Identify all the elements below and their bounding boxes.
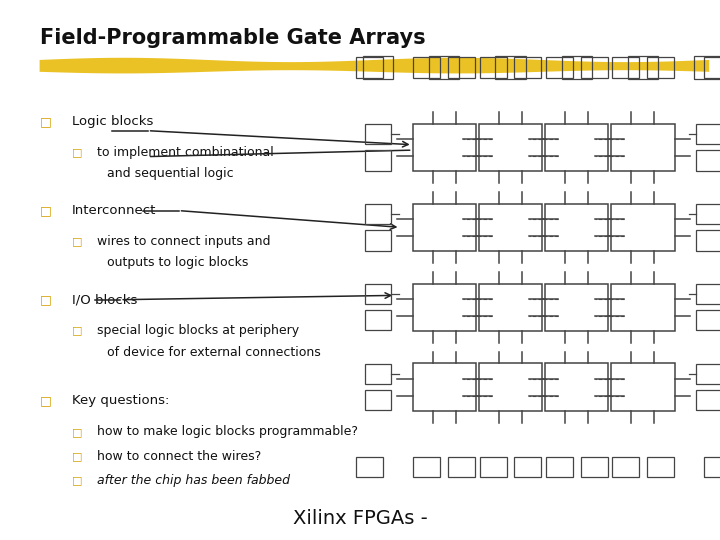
Bar [479,204,542,251]
Bar [479,124,542,171]
Bar [612,457,639,477]
Text: Key questions:: Key questions: [72,394,169,407]
Bar [413,457,440,477]
Bar [448,57,475,78]
Bar [356,57,383,78]
Bar [611,284,675,331]
Bar [696,390,720,410]
Text: □: □ [40,204,51,217]
Text: outputs to logic blocks: outputs to logic blocks [107,256,248,269]
Text: Xilinx FPGAs -: Xilinx FPGAs - [292,509,428,528]
Text: □: □ [72,147,83,157]
Text: □: □ [40,394,51,407]
Bar [448,457,475,477]
Bar [562,56,592,79]
Text: □: □ [72,451,83,461]
Text: □: □ [40,293,51,306]
Polygon shape [40,58,709,73]
Bar [580,457,608,477]
Bar [628,56,658,79]
Bar [479,284,542,331]
Bar [356,457,383,477]
Bar [704,57,720,78]
Bar [479,363,542,411]
Bar [696,151,720,171]
Text: I/O blocks: I/O blocks [72,293,138,306]
Bar [545,204,608,251]
Text: □: □ [40,115,51,128]
Bar [413,124,476,171]
Bar [696,284,720,304]
Bar [495,56,526,79]
Bar [413,363,476,411]
Text: wires to connect inputs and: wires to connect inputs and [97,235,271,248]
Bar [696,204,720,225]
Bar [515,457,541,477]
Bar [696,364,720,384]
Bar [413,204,476,251]
Bar [696,231,720,251]
Bar [704,457,720,477]
Bar [364,124,392,145]
Text: how to connect the wires?: how to connect the wires? [97,450,261,463]
Bar [694,56,720,79]
Text: to implement combinational: to implement combinational [97,146,274,159]
Text: Field-Programmable Gate Arrays: Field-Programmable Gate Arrays [40,28,426,48]
Bar [545,284,608,331]
Bar [363,56,393,79]
Text: □: □ [72,476,83,485]
Text: of device for external connections: of device for external connections [107,346,320,359]
Bar [364,204,392,225]
Bar [580,57,608,78]
Bar [696,310,720,330]
Text: after the chip has been fabbed: after the chip has been fabbed [97,474,290,487]
Text: Logic blocks: Logic blocks [72,115,153,128]
Bar [515,57,541,78]
Text: Interconnect: Interconnect [72,204,156,217]
Text: □: □ [72,427,83,437]
Bar [364,151,392,171]
Bar [647,457,674,477]
Bar [480,457,507,477]
Bar [364,284,392,304]
Bar [364,310,392,330]
Bar [364,364,392,384]
Bar [612,57,639,78]
Bar [611,363,675,411]
Bar [611,124,675,171]
Text: and sequential logic: and sequential logic [107,167,233,180]
Bar [364,390,392,410]
Bar [546,57,573,78]
Bar [429,56,459,79]
Bar [696,124,720,145]
Bar [364,231,392,251]
Bar [480,57,507,78]
Text: □: □ [72,326,83,335]
Text: how to make logic blocks programmable?: how to make logic blocks programmable? [97,426,359,438]
Text: □: □ [72,237,83,246]
Bar [545,363,608,411]
Bar [413,284,476,331]
Bar [413,57,440,78]
Bar [545,124,608,171]
Bar [647,57,674,78]
Bar [546,457,573,477]
Text: special logic blocks at periphery: special logic blocks at periphery [97,324,300,337]
Bar [611,204,675,251]
